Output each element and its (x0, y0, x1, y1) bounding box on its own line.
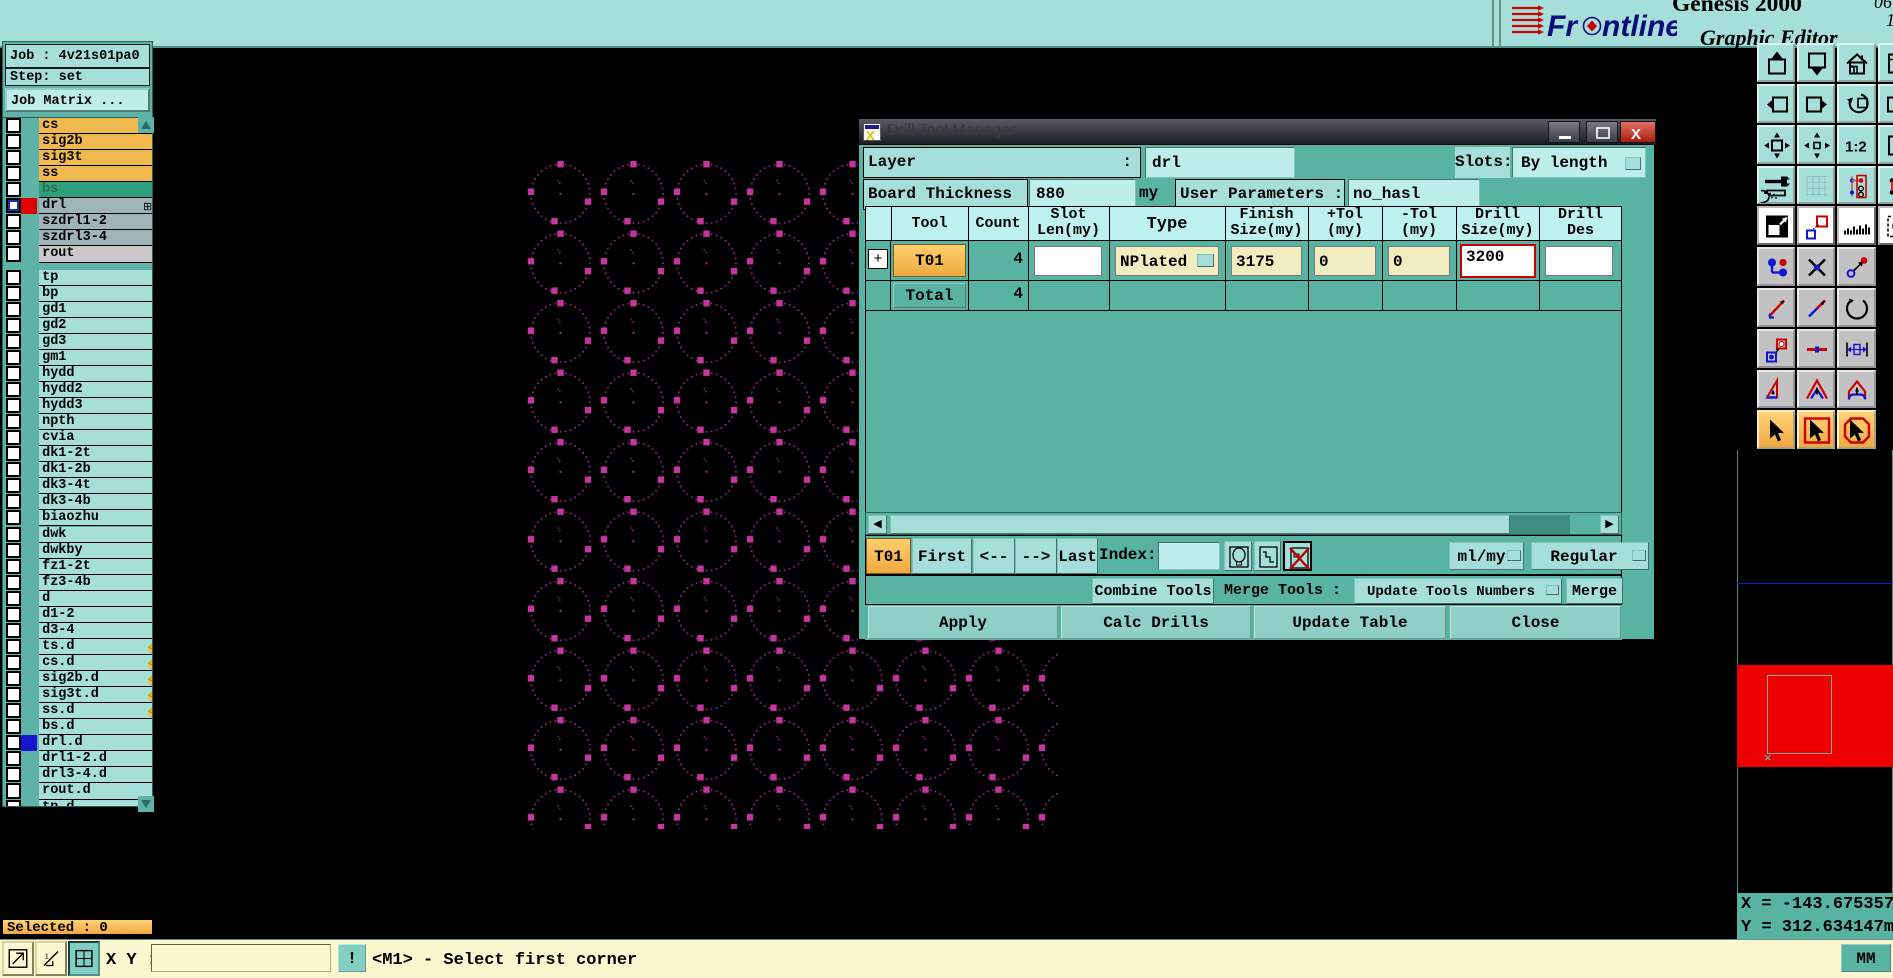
svg-text:1: 1 (45, 954, 49, 961)
svg-text:X: X (866, 128, 875, 142)
svg-text:ntline: ntline (1602, 10, 1677, 43)
svg-text:X: X (1631, 126, 1641, 143)
svg-text:Fr: Fr (1547, 10, 1579, 43)
svg-text:1:2: 1:2 (1845, 138, 1867, 155)
